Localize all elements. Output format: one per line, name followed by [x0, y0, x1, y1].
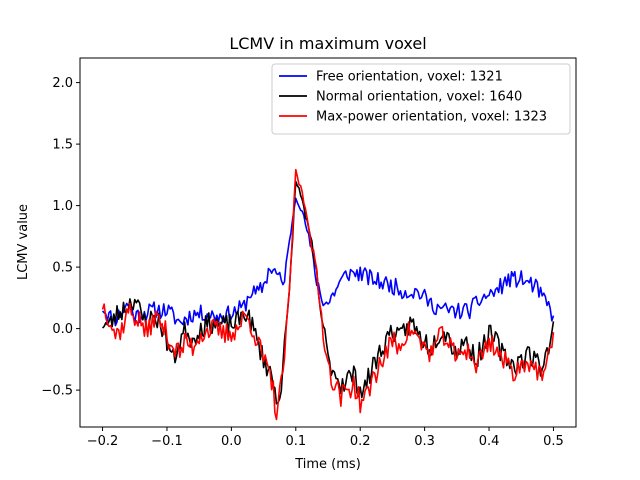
x-tick-label: 0.0 [221, 434, 242, 449]
y-tick-label: 0.5 [52, 261, 73, 276]
legend-entries: Free orientation, voxel: 1321 Normal orie… [279, 70, 547, 125]
y-axis-label: LCMV value [16, 204, 31, 280]
x-tick-label: −0.1 [151, 434, 183, 449]
x-axis-label: Time (ms) [294, 457, 361, 472]
series-line-1 [101, 197, 555, 327]
legend: Free orientation, voxel: 1321 Normal orie… [271, 63, 571, 135]
x-tick-label: 0.5 [543, 434, 564, 449]
series-line-3 [101, 168, 555, 421]
x-axis: −0.2 −0.1 0.0 0.1 0.2 0.3 0.4 0.5 [87, 427, 564, 449]
x-tick-label: 0.2 [350, 434, 371, 449]
x-tick-label: 0.1 [285, 434, 306, 449]
legend-box [271, 63, 571, 135]
y-tick-label: 2.0 [52, 76, 73, 91]
y-tick-label: 1.5 [52, 138, 73, 153]
x-tick-label: −0.2 [87, 434, 119, 449]
y-tick-label: 1.0 [52, 199, 73, 214]
legend-label-3: Max-power orientation, voxel: 1323 [316, 110, 547, 125]
legend-label-1: Free orientation, voxel: 1321 [316, 70, 503, 85]
x-tick-label: 0.4 [479, 434, 500, 449]
y-axis: −0.5 0.0 0.5 1.0 1.5 2.0 [41, 76, 80, 399]
plot-frame [79, 57, 577, 428]
y-tick-label: −0.5 [41, 384, 73, 399]
y-tick-label: 0.0 [52, 322, 73, 337]
x-tick-label: 0.3 [414, 434, 435, 449]
series-layer [101, 168, 555, 421]
chart-title: LCMV in maximum voxel [229, 34, 426, 53]
legend-label-2: Normal orientation, voxel: 1640 [316, 90, 522, 105]
